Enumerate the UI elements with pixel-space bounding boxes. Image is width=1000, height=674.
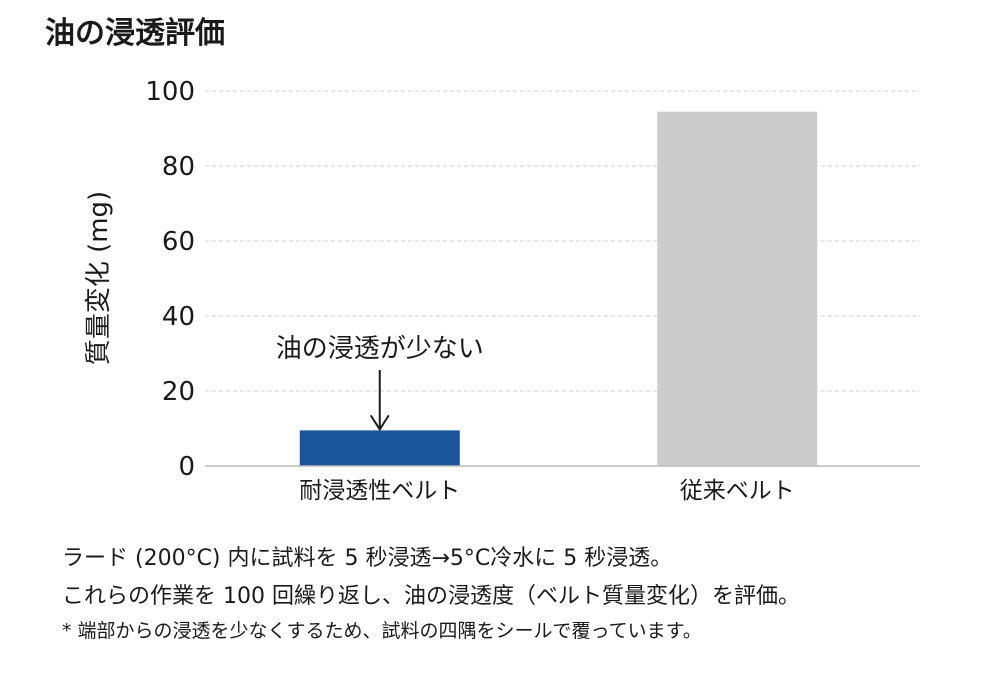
y-tick-label: 80 (162, 152, 195, 182)
note-line-2: これらの作業を 100 回繰り返し、油の浸透度（ベルト質量変化）を評価。 (62, 584, 800, 609)
bar (299, 430, 460, 466)
bar-chart: 0 20 40 60 80 100 耐浸透性ベルト 従来ベルト 油の浸透が少ない 質量変化 … (84, 77, 920, 504)
annotation-arrow-head (369, 414, 390, 432)
annotation: 油の浸透が少ない (276, 334, 484, 432)
bar (657, 111, 818, 466)
y-axis-label: 質量変化 (mg) (84, 191, 114, 365)
annotation-text: 油の浸透が少ない (276, 334, 484, 364)
note-line-1: ラード (200°C) 内に試料を 5 秒浸透→5°C冷水に 5 秒浸透。 (62, 546, 673, 571)
y-tick-label: 60 (162, 227, 195, 257)
y-tick-label: 40 (162, 302, 195, 332)
x-axis-ticks: 耐浸透性ベルト 従来ベルト (299, 478, 795, 504)
note-footnote: * 端部からの浸透を少なくするため、試料の四隅をシールで覆っています。 (62, 620, 702, 642)
y-tick-label: 0 (178, 452, 195, 482)
chart-title: 油の浸透評価 (45, 16, 225, 51)
x-tick-label: 従来ベルト (680, 478, 795, 504)
notes: ラード (200°C) 内に試料を 5 秒浸透→5°C冷水に 5 秒浸透。 これ… (62, 540, 800, 646)
bars (299, 111, 818, 466)
y-axis-ticks: 0 20 40 60 80 100 (145, 77, 195, 482)
y-tick-label: 20 (162, 377, 195, 407)
x-tick-label: 耐浸透性ベルト (299, 478, 460, 504)
y-tick-label: 100 (145, 77, 195, 107)
